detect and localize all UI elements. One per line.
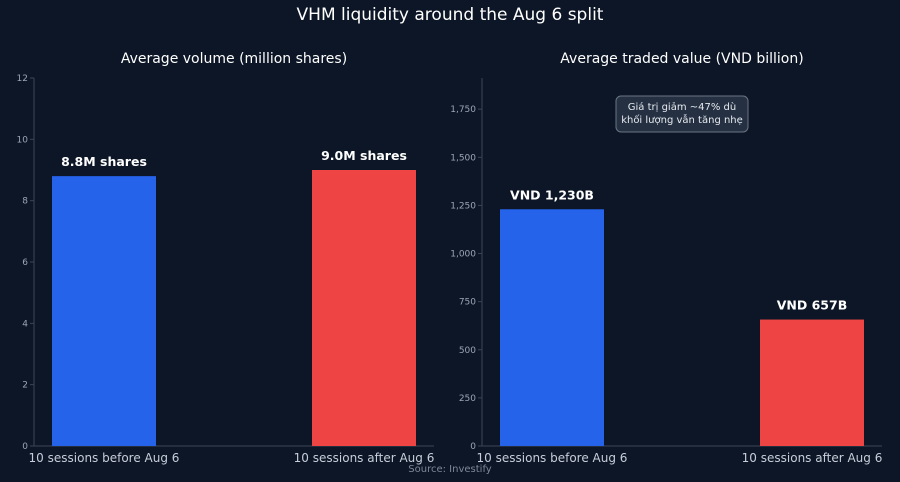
- y-tick-label: 2: [22, 381, 28, 391]
- y-tick-label: 8: [22, 197, 28, 207]
- y-tick-label: 0: [470, 442, 476, 452]
- y-tick-label: 1,000: [450, 250, 476, 260]
- y-tick-label: 10: [17, 135, 29, 145]
- x-category-label: 10 sessions after Aug 6: [294, 451, 435, 465]
- x-category-label: 10 sessions before Aug 6: [477, 451, 628, 465]
- y-tick-label: 250: [459, 394, 476, 404]
- y-tick-label: 6: [22, 258, 28, 268]
- y-tick-label: 12: [17, 74, 28, 84]
- bar: [312, 170, 416, 446]
- chart-title: VHM liquidity around the Aug 6 split: [297, 5, 604, 25]
- annotation-text: khối lượng vẫn tăng nhẹ: [621, 113, 743, 126]
- bar-data-label: 9.0M shares: [321, 148, 407, 163]
- volume-panel: Average volume (million shares) 0 2 4 6 8 10 12…: [17, 51, 435, 465]
- annotation-box: [615, 95, 749, 133]
- bar-data-label: VND 657B: [777, 298, 847, 313]
- bar-data-label: VND 1,230B: [510, 187, 594, 202]
- y-tick-label: 1,750: [450, 105, 476, 115]
- y-tick-label: 1,500: [450, 153, 476, 163]
- y-tick-label: 1,250: [450, 201, 476, 211]
- y-tick-label: 750: [459, 298, 476, 308]
- x-category-label: 10 sessions before Aug 6: [29, 451, 180, 465]
- traded-value-panel: Average traded value (VND billion) 0 250 50…: [450, 51, 882, 465]
- annotation-text: Giá trị giảm ~47% dù: [628, 101, 736, 113]
- bar: [52, 176, 156, 446]
- source-note: Source: Investify: [408, 464, 492, 475]
- bar: [760, 319, 864, 446]
- y-tick-label: 4: [22, 319, 28, 329]
- panel-title: Average traded value (VND billion): [560, 51, 803, 67]
- x-category-label: 10 sessions after Aug 6: [742, 451, 883, 465]
- bar-data-label: 8.8M shares: [61, 154, 147, 169]
- y-tick-label: 0: [22, 442, 28, 452]
- bar: [500, 209, 604, 446]
- y-tick-label: 500: [459, 346, 476, 356]
- panel-title: Average volume (million shares): [121, 51, 347, 67]
